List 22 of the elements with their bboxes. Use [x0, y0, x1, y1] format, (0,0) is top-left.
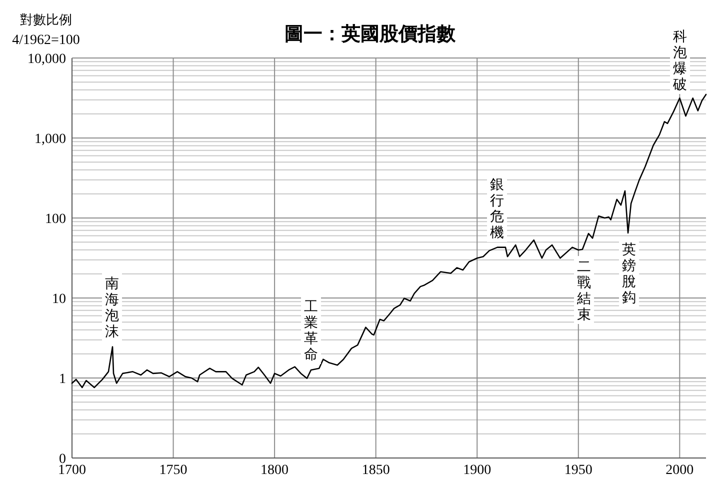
annotation: 工業革命 — [304, 300, 318, 363]
y-tick-label: 10,000 — [28, 52, 66, 67]
annotation: 銀行危機 — [490, 178, 504, 241]
x-tick-label: 1700 — [58, 463, 86, 477]
text: 4/1962=100 — [12, 33, 80, 48]
x-tick-label: 2000 — [666, 463, 694, 477]
x-tick-label: 1900 — [463, 463, 492, 477]
annotation: 英鎊脫鈎 — [622, 242, 636, 306]
annotation: 南海泡沫 — [105, 276, 119, 340]
x-tick-label: 1750 — [159, 463, 188, 477]
y-tick-label: 1 — [59, 372, 66, 387]
annotation: 科泡爆破 — [672, 29, 687, 93]
y-tick-label: 100 — [45, 212, 66, 227]
y-tick-label: 1,000 — [34, 132, 66, 147]
annotation: 二戰結束 — [576, 260, 591, 323]
line-series — [71, 94, 707, 388]
chart-title: 圖一：英國股價指數 — [284, 23, 456, 45]
y-tick-label: 10 — [52, 292, 66, 307]
x-tick-label: 1950 — [564, 463, 592, 477]
x-tick-label: 1850 — [362, 463, 390, 477]
y-axis-title: 對數比例 — [20, 12, 72, 27]
x-tick-label: 1800 — [260, 463, 289, 477]
